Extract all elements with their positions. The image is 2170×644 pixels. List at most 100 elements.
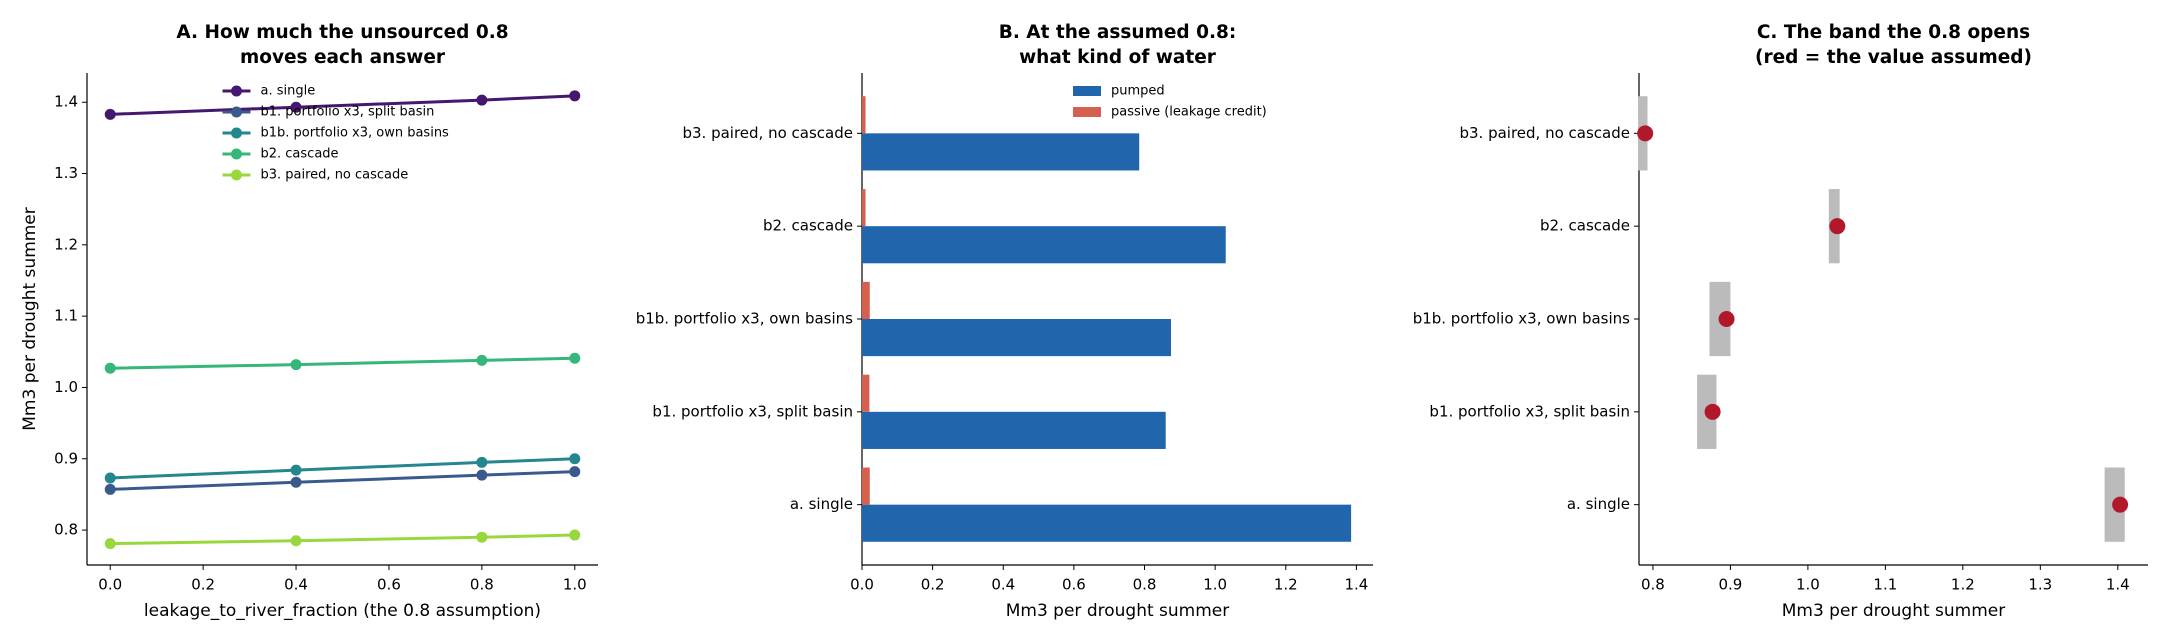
point [290,101,302,113]
line [110,356,575,370]
y-tick-label: 1.3 [54,164,78,182]
legend-label: b3. paired, no cascade [261,168,409,183]
line [110,533,575,546]
x-tick-label: 0.0 [850,576,874,594]
point [569,352,581,364]
line [110,457,575,480]
x-axis-label: Mm3 per drought summer [1006,601,1230,621]
point [104,538,116,550]
y-tick-label: 1.1 [54,307,78,325]
point [476,94,488,106]
point [569,466,581,478]
x-tick-label: 0.4 [284,576,308,594]
x-tick-label: 0.0 [98,576,122,594]
chart-title: C. The band the 0.8 opens (red = the val… [1755,22,2032,68]
line [110,94,575,116]
x-tick-label: 1.0 [1796,576,1820,594]
x-tick-label: 0.4 [991,576,1015,594]
point [290,535,302,547]
x-tick-label: 0.6 [1062,576,1086,594]
legend-swatch [231,127,242,139]
x-tick-label: 1.3 [2028,576,2052,594]
point [476,354,488,366]
point [1718,311,1735,327]
y-tick-label: 1.2 [54,235,78,253]
y-tick-label: b1. portfolio x3, split basin [652,402,853,420]
legend-label: b2. cascade [261,147,339,162]
x-tick-label: 1.2 [1274,576,1298,594]
y-tick-label: 1.0 [54,378,78,396]
point [476,456,488,468]
x-tick-label: 1.2 [1951,576,1975,594]
bar [862,226,1226,264]
y-axis-label: Mm3 per drought summer [20,207,40,431]
legend-label: pumped [1111,84,1165,99]
point [290,464,302,476]
legend-label: passive (leakage credit) [1111,105,1267,120]
x-tick-label: 1.0 [563,576,587,594]
bar [862,374,870,412]
x-axis-label: leakage_to_river_fraction (the 0.8 assum… [144,601,541,621]
point [104,483,116,495]
point [569,453,581,465]
chart-title: B. At the assumed 0.8: what kind of wate… [998,22,1237,68]
y-tick-label: a. single [1567,495,1630,513]
point [476,469,488,481]
legend-label: b1b. portfolio x3, own basins [261,126,450,141]
point [104,362,116,374]
point [1637,125,1654,142]
point [1704,403,1721,420]
legend-label: a. single [261,84,316,99]
legend-swatch [1073,107,1101,117]
y-tick-label: b3. paired, no cascade [1459,124,1630,142]
x-tick-label: 1.4 [1344,576,1368,594]
y-tick-label: 1.4 [54,93,78,111]
legend-swatch [231,85,242,97]
bar [862,189,866,227]
y-tick-label: b1b. portfolio x3, own basins [636,310,853,328]
x-tick-label: 0.8 [470,576,494,594]
point [569,529,581,541]
y-tick-label: b2. cascade [1540,217,1630,235]
chart-title: A. How much the unsourced 0.8 moves each… [176,22,509,68]
point [104,108,116,120]
point [104,472,116,484]
point [290,476,302,488]
point [2112,496,2129,513]
bar [862,467,870,505]
legend-label: b1. portfolio x3, split basin [261,105,435,120]
y-tick-label: b2. cascade [763,217,853,235]
legend-swatch [231,169,242,181]
y-tick-label: 0.8 [54,521,78,539]
x-tick-label: 0.2 [191,576,215,594]
x-tick-label: 1.0 [1203,576,1227,594]
line [110,470,575,491]
x-tick-label: 0.9 [1718,576,1742,594]
bar [862,319,1172,357]
point [290,359,302,371]
point [476,531,488,543]
point [1829,218,1846,235]
x-tick-label: 1.1 [1873,576,1897,594]
point [569,90,581,102]
bar [862,133,1140,171]
x-tick-label: 0.8 [1641,576,1665,594]
x-tick-label: 1.4 [2106,576,2130,594]
y-tick-label: 0.9 [54,449,78,467]
x-tick-label: 0.6 [377,576,401,594]
y-tick-label: b1b. portfolio x3, own basins [1413,310,1630,328]
y-tick-label: a. single [790,495,853,513]
y-tick-label: b3. paired, no cascade [682,124,853,142]
x-tick-label: 0.8 [1133,576,1157,594]
legend-swatch [231,106,242,118]
legend-swatch [1073,86,1101,96]
x-tick-label: 0.2 [921,576,945,594]
bar [862,96,866,134]
y-tick-label: b1. portfolio x3, split basin [1429,402,1630,420]
legend-swatch [231,148,242,160]
bar [862,411,1166,449]
x-axis-label: Mm3 per drought summer [1782,601,2006,621]
bar [862,281,870,319]
